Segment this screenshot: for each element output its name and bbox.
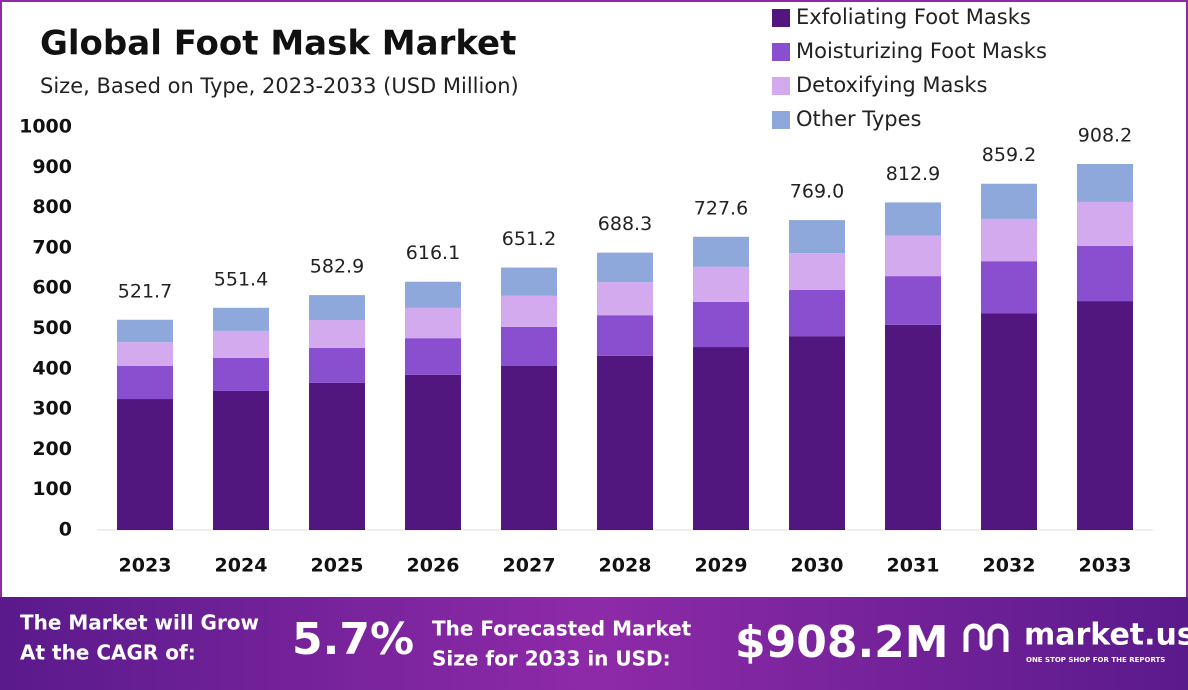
y-tick-label: 900 — [32, 156, 72, 178]
bar-segment — [885, 324, 941, 530]
x-tick-label: 2029 — [695, 555, 748, 577]
x-tick-label: 2031 — [887, 555, 940, 577]
bar-segment — [117, 399, 173, 530]
bar-segment — [309, 382, 365, 530]
bar-segment — [693, 236, 749, 267]
bar-segment — [885, 276, 941, 325]
x-tick-label: 2024 — [215, 555, 268, 577]
x-tick-label: 2028 — [599, 555, 652, 577]
x-tick-label: 2033 — [1079, 555, 1132, 577]
bar-segment — [117, 365, 173, 400]
cagr-text: At the CAGR of: — [20, 641, 196, 665]
bar-segment — [981, 218, 1037, 262]
total-label: 908.2 — [1078, 124, 1132, 146]
total-label: 812.9 — [886, 163, 940, 185]
total-label: 521.7 — [118, 280, 172, 302]
legend-label: Moisturizing Foot Masks — [796, 39, 1047, 63]
bar-segment — [501, 295, 557, 327]
y-tick-label: 0 — [59, 519, 72, 541]
y-tick-label: 600 — [32, 277, 72, 299]
chart-title: Global Foot Mask Market — [40, 24, 516, 64]
x-tick-label: 2026 — [407, 555, 460, 577]
forecast-value: $908.2M — [735, 617, 949, 668]
legend-label: Exfoliating Foot Masks — [796, 5, 1031, 29]
x-tick-label: 2030 — [791, 555, 844, 577]
bar-segment — [1077, 201, 1133, 246]
forecast-text: The Forecasted Market — [432, 617, 692, 641]
bar-segment — [405, 374, 461, 530]
total-label: 727.6 — [694, 197, 748, 219]
y-tick-label: 500 — [32, 317, 72, 339]
brand: market.us — [1024, 618, 1188, 653]
cagr-value: 5.7% — [292, 614, 414, 665]
total-label: 688.3 — [598, 213, 652, 235]
x-tick-label: 2027 — [503, 555, 556, 577]
bar-segment — [981, 313, 1037, 530]
bar-segment — [597, 355, 653, 530]
bar-segment — [213, 357, 269, 391]
bar-segment — [405, 338, 461, 375]
bar-segment — [693, 347, 749, 530]
y-tick-label: 1000 — [19, 116, 72, 138]
bar-segment — [501, 267, 557, 296]
x-tick-label: 2032 — [983, 555, 1036, 577]
y-tick-label: 400 — [32, 357, 72, 379]
bar-segment — [885, 202, 941, 236]
y-tick-label: 800 — [32, 196, 72, 218]
bar-segment — [213, 390, 269, 530]
legend-swatch — [772, 77, 790, 95]
bar-segment — [981, 261, 1037, 314]
total-label: 551.4 — [214, 268, 268, 290]
cagr-text: The Market will Grow — [20, 611, 259, 635]
legend-swatch — [772, 111, 790, 129]
total-label: 769.0 — [790, 181, 844, 203]
total-label: 651.2 — [502, 228, 556, 250]
bar-segment — [597, 252, 653, 283]
bar-segment — [309, 320, 365, 348]
legend-swatch — [772, 43, 790, 61]
bar-segment — [597, 282, 653, 316]
total-label: 859.2 — [982, 144, 1036, 166]
total-label: 616.1 — [406, 242, 460, 264]
y-tick-label: 200 — [32, 438, 72, 460]
bar-segment — [309, 347, 365, 383]
forecast-text: Size for 2033 in USD: — [432, 647, 671, 671]
bar-segment — [213, 330, 269, 358]
tagline: ONE STOP SHOP FOR THE REPORTS — [1026, 656, 1165, 664]
bar-segment — [405, 281, 461, 308]
bar-segment — [309, 295, 365, 321]
bar-segment — [117, 342, 173, 366]
bar-segment — [501, 365, 557, 530]
bar-segment — [1077, 301, 1133, 530]
bar-segment — [693, 266, 749, 302]
bar-segment — [789, 289, 845, 337]
y-tick-label: 300 — [32, 398, 72, 420]
chart-subtitle: Size, Based on Type, 2023-2033 (USD Mill… — [40, 74, 519, 98]
footer: The Market will Grow At the CAGR of: 5.7… — [0, 597, 1188, 690]
bar-segment — [1077, 245, 1133, 302]
legend-label: Other Types — [796, 107, 921, 131]
bar-segment — [789, 336, 845, 530]
bar-segment — [405, 307, 461, 339]
bar-segment — [789, 220, 845, 254]
total-label: 582.9 — [310, 256, 364, 278]
x-tick-label: 2025 — [311, 555, 364, 577]
bar-segment — [501, 326, 557, 366]
x-tick-label: 2023 — [119, 555, 172, 577]
bar-segment — [693, 301, 749, 348]
bar-segment — [597, 315, 653, 356]
bar-segment — [213, 307, 269, 331]
logo-icon — [963, 623, 1009, 652]
bar-segment — [981, 183, 1037, 219]
legend-label: Detoxifying Masks — [796, 73, 987, 97]
bar-segment — [1077, 163, 1133, 202]
y-tick-label: 700 — [32, 236, 72, 258]
bar-segment — [789, 253, 845, 290]
bar-segment — [885, 235, 941, 277]
legend-swatch — [772, 9, 790, 27]
bar-segment — [117, 319, 173, 343]
y-tick-label: 100 — [32, 478, 72, 500]
